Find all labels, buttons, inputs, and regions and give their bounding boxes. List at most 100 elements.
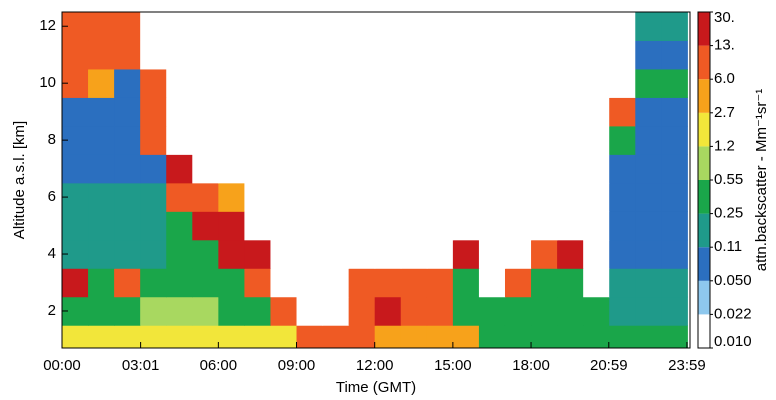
heatmap-cell <box>218 211 245 241</box>
heatmap-cell <box>609 68 636 98</box>
heatmap-cell <box>270 296 298 326</box>
heatmap-cell <box>296 239 324 269</box>
heatmap-cell <box>661 97 688 127</box>
x-tick-label: 09:00 <box>278 357 316 374</box>
heatmap-cell <box>661 325 688 349</box>
heatmap-cell <box>218 12 245 41</box>
heatmap-cell <box>166 40 193 70</box>
heatmap-cell <box>661 125 688 155</box>
heatmap-cell <box>322 68 350 98</box>
y-tick-label: 12 <box>39 17 56 34</box>
heatmap-cell <box>426 325 454 349</box>
colorbar-tick-label: 6.0 <box>714 70 735 87</box>
heatmap-cell <box>452 325 480 349</box>
colorbar-tick-label: 2.7 <box>714 104 735 121</box>
heatmap-cell <box>244 154 271 184</box>
heatmap-cell <box>88 68 115 98</box>
colorbar-tick-label: 0.11 <box>714 238 742 255</box>
x-tick-label: 00:00 <box>43 357 81 374</box>
heatmap-cell <box>531 154 558 184</box>
heatmap-cell <box>478 68 506 98</box>
colorbar-tick-label: 1.2 <box>714 137 735 154</box>
heatmap-cell <box>609 296 636 326</box>
heatmap-cell <box>166 325 193 349</box>
heatmap-cell <box>244 40 271 70</box>
x-tick-label: 06:00 <box>200 357 238 374</box>
heatmap-cell <box>426 211 454 241</box>
heatmap-cell <box>296 125 324 155</box>
heatmap-cell <box>400 296 428 326</box>
heatmap-cell <box>557 296 584 326</box>
heatmap-cell <box>609 12 636 41</box>
heatmap-cell <box>296 40 324 70</box>
heatmap-cell <box>557 182 584 212</box>
heatmap-cell <box>140 125 167 155</box>
heatmap-cell <box>452 12 480 41</box>
heatmap-cell <box>88 268 115 298</box>
x-tick-label: 23:59 <box>668 357 706 374</box>
heatmap-cell <box>531 97 558 127</box>
heatmap-cell <box>140 154 167 184</box>
x-tick-label: 18:00 <box>512 357 550 374</box>
heatmap-cell <box>244 211 271 241</box>
heatmap-cell <box>400 268 428 298</box>
heatmap-cell <box>583 154 610 184</box>
colorbar-tick-label: 13. <box>714 37 735 54</box>
heatmap-cell <box>557 125 584 155</box>
heatmap-cell <box>296 211 324 241</box>
heatmap-cell <box>348 12 376 41</box>
heatmap-cell <box>635 154 662 184</box>
heatmap-cell <box>348 125 376 155</box>
heatmap-cell <box>557 154 584 184</box>
heatmap-cell <box>504 239 532 269</box>
heatmap-cell <box>322 239 350 269</box>
heatmap-cell <box>504 97 532 127</box>
heatmap-cell <box>504 296 532 326</box>
heatmap-cell <box>661 182 688 212</box>
heatmap-cell <box>322 296 350 326</box>
heatmap-cell <box>609 154 636 184</box>
heatmap-cell <box>166 239 193 269</box>
heatmap-cell <box>374 182 402 212</box>
heatmap-cell <box>244 68 271 98</box>
heatmap-cell <box>270 211 298 241</box>
heatmap-cell <box>114 296 141 326</box>
heatmap-cell <box>296 268 324 298</box>
heatmap-cell <box>114 125 141 155</box>
heatmap-cell <box>635 97 662 127</box>
heatmap-cell <box>244 182 271 212</box>
heatmap-cell <box>244 325 271 349</box>
heatmap-cell <box>400 40 428 70</box>
heatmap-cell <box>166 154 193 184</box>
heatmap-cell <box>192 68 219 98</box>
heatmap-cell <box>88 211 115 241</box>
heatmap-cell <box>531 211 558 241</box>
plot-frame <box>61 11 691 349</box>
heatmap-cell <box>218 296 245 326</box>
heatmap-cell <box>244 296 271 326</box>
heatmap-cell <box>114 268 141 298</box>
colorbar-tick-label: 0.050 <box>714 272 752 289</box>
colorbar-title: attn.backscatter - Mm⁻¹sr⁻¹ <box>753 89 770 272</box>
heatmap-cell <box>244 125 271 155</box>
heatmap-cell <box>635 40 662 70</box>
heatmap-cell <box>114 325 141 349</box>
heatmap-cell <box>635 125 662 155</box>
heatmap-cell <box>478 125 506 155</box>
colorbar-segment <box>698 12 710 46</box>
heatmap-cell <box>322 154 350 184</box>
heatmap-cell <box>452 211 480 241</box>
heatmap-cell <box>531 325 558 349</box>
heatmap-cell <box>88 182 115 212</box>
heatmap-cell <box>322 211 350 241</box>
heatmap-cell <box>348 154 376 184</box>
heatmap-cell <box>609 211 636 241</box>
heatmap-cell <box>218 154 245 184</box>
heatmap-cell <box>218 268 245 298</box>
heatmap-cell <box>348 40 376 70</box>
heatmap-cell <box>557 40 584 70</box>
heatmap-cell <box>531 268 558 298</box>
heatmap-cell <box>426 68 454 98</box>
heatmap-cell <box>244 12 271 41</box>
